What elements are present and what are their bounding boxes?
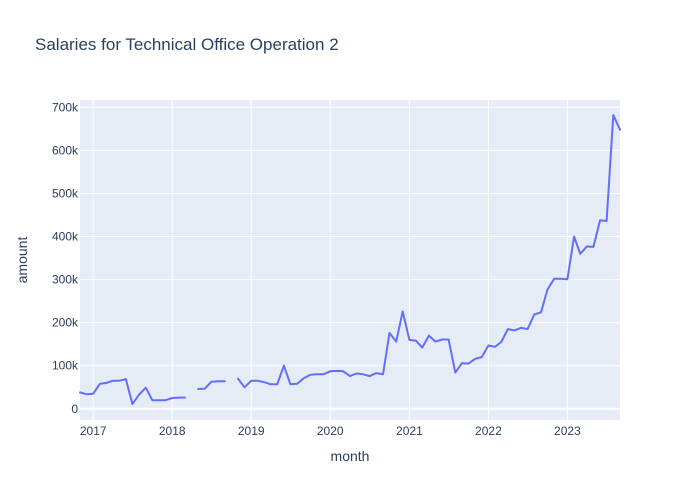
y-tick-label: 0 (71, 402, 78, 416)
y-tick-label: 200k (52, 316, 79, 330)
y-tick-label: 100k (52, 359, 79, 373)
series-line (79, 114, 621, 406)
y-tick-label: 500k (52, 186, 79, 200)
x-tick-label: 2018 (159, 424, 186, 438)
y-axis-title: amount (14, 237, 30, 284)
x-tick-label: 2023 (554, 424, 581, 438)
y-tick-label: 400k (52, 230, 79, 244)
x-tick-label: 2020 (317, 424, 344, 438)
x-tick-label: 2021 (396, 424, 423, 438)
y-tick-label: 600k (52, 143, 79, 157)
chart-title: Salaries for Technical Office Operation … (35, 35, 339, 54)
y-axis-ticks: 0 100k 200k 300k 400k 500k 600k 700k (52, 100, 79, 415)
y-tick-label: 300k (52, 273, 79, 287)
x-axis-ticks: 2017 2018 2019 2020 2021 2022 2023 (80, 424, 581, 438)
x-axis-title: month (331, 448, 370, 464)
x-tick-label: 2017 (80, 424, 107, 438)
x-tick-label: 2022 (475, 424, 502, 438)
x-tick-label: 2019 (238, 424, 265, 438)
gridlines (80, 100, 620, 420)
plot-area (80, 100, 620, 420)
y-tick-label: 700k (52, 100, 79, 114)
series-layer (79, 114, 621, 406)
